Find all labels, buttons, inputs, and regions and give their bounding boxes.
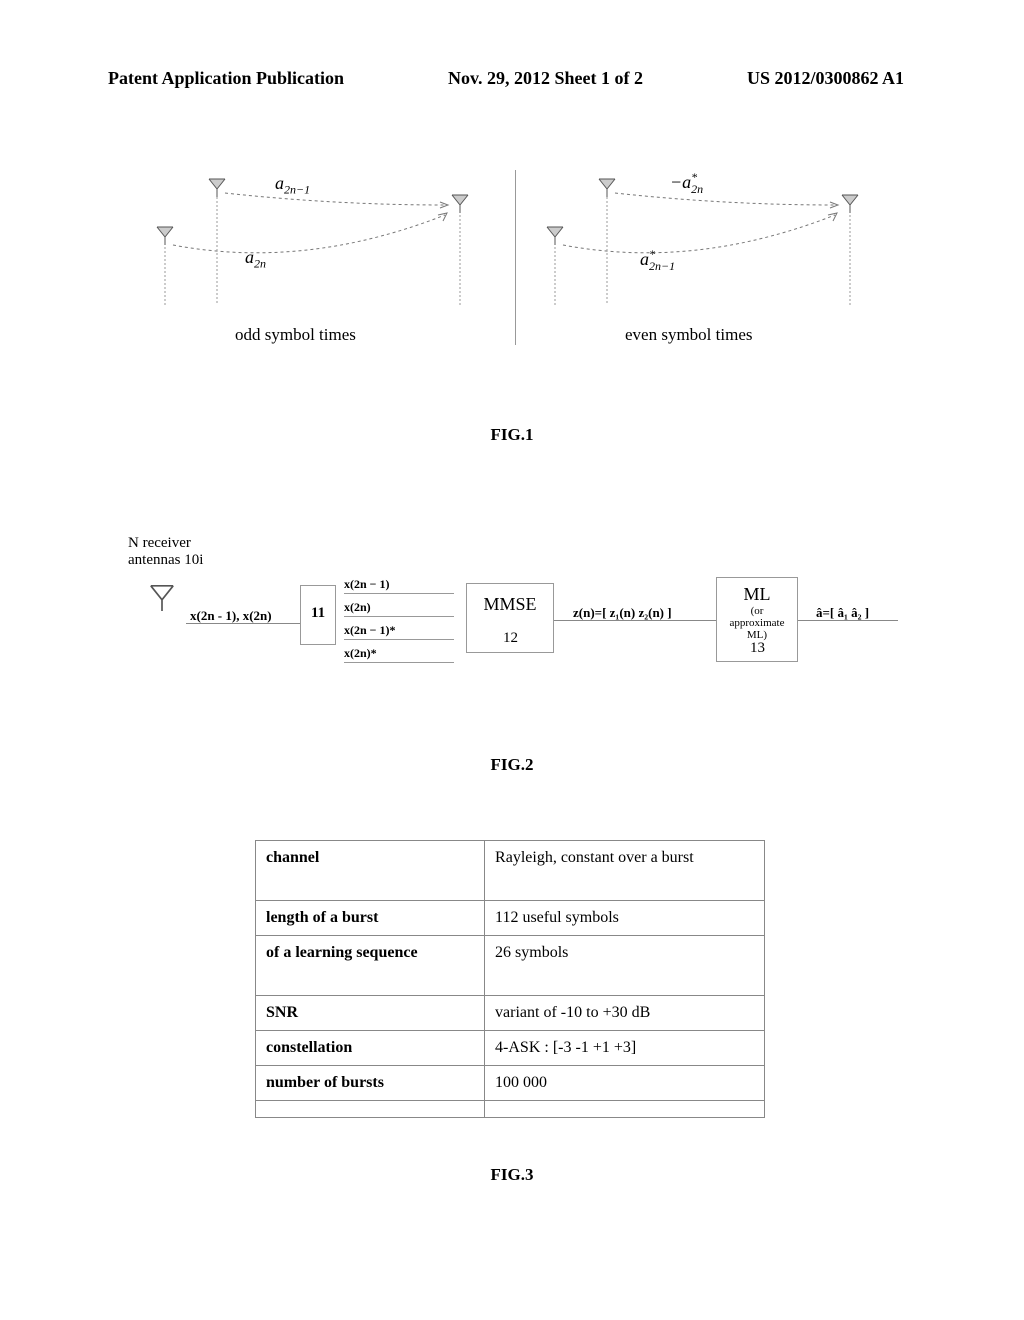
fig3-caption: FIG.3 [0,1165,1024,1185]
output-signal: â=[ â₁ â₂ ] [816,605,869,621]
value-cell: 4-ASK : [-3 -1 +1 +3] [485,1031,765,1066]
fig1-caption: FIG.1 [0,425,1024,445]
value-cell: 26 symbols [485,936,765,996]
input-signal: x(2n - 1), x(2n) [190,608,272,624]
param-cell: channel [256,841,485,901]
table-row: channelRayleigh, constant over a burst [256,841,765,901]
rx-antenna-icon [148,583,176,616]
table-row: constellation4-ASK : [-3 -1 +1 +3] [256,1031,765,1066]
fig1-left-panel: a2n−1 a2n odd symbol times [145,175,495,375]
param-cell: length of a burst [256,901,485,936]
param-cell: constellation [256,1031,485,1066]
param-cell: of a learning sequence [256,936,485,996]
fig2-caption: FIG.2 [0,755,1024,775]
block-11-num: 11 [311,605,325,622]
table-row: SNRvariant of -10 to +30 dB [256,996,765,1031]
param-cell: number of bursts [256,1066,485,1101]
table-row: length of a burst112 useful symbols [256,901,765,936]
page-header: Patent Application Publication Nov. 29, … [0,68,1024,89]
param-cell [256,1101,485,1118]
arrows-icon [145,175,495,345]
block-12-num: 12 [503,630,518,647]
value-cell: variant of -10 to +30 dB [485,996,765,1031]
signal-1: x(2n − 1) [344,577,454,594]
time-label-even: even symbol times [625,325,752,345]
figure-2: N receiver antennas 10i x(2n - 1), x(2n)… [128,545,898,700]
ml-label: ML [717,578,797,605]
value-cell: 112 useful symbols [485,901,765,936]
fig1-divider [515,170,516,345]
header-right: US 2012/0300862 A1 [747,68,904,89]
ml-sub: approximate [717,617,797,629]
symbol-top: a2n−1 [275,173,310,198]
value-cell: Rayleigh, constant over a burst [485,841,765,901]
mid-signal: z(n)=[ z₁(n) z₂(n) ] [573,605,672,621]
connector [554,620,716,621]
figure-3-table: channelRayleigh, constant over a burstle… [255,840,765,1118]
signal-3: x(2n − 1)* [344,623,454,640]
time-label-odd: odd symbol times [235,325,356,345]
antenna-label: N receiver antennas 10i [128,535,203,569]
param-cell: SNR [256,996,485,1031]
header-center: Nov. 29, 2012 Sheet 1 of 2 [448,68,643,89]
symbol-bottom: a*2n−1 [640,247,675,274]
ml-sub: (or [717,605,797,617]
table-row: of a learning sequence26 symbols [256,936,765,996]
arrows-icon [535,175,885,345]
table-row [256,1101,765,1118]
table-row: number of bursts100 000 [256,1066,765,1101]
signal-2: x(2n) [344,600,454,617]
connector [798,620,898,621]
figure-1: a2n−1 a2n odd symbol times −a*2n [145,175,875,385]
mmse-label: MMSE [467,584,553,615]
block-13-num: 13 [750,640,765,657]
symbol-bottom: a2n [245,247,266,272]
params-table: channelRayleigh, constant over a burstle… [255,840,765,1118]
symbol-top: −a*2n [670,170,703,197]
connector [186,623,300,624]
header-left: Patent Application Publication [108,68,344,89]
value-cell [485,1101,765,1118]
value-cell: 100 000 [485,1066,765,1101]
signal-4: x(2n)* [344,646,454,663]
fig1-right-panel: −a*2n a*2n−1 even symbol times [535,175,885,375]
